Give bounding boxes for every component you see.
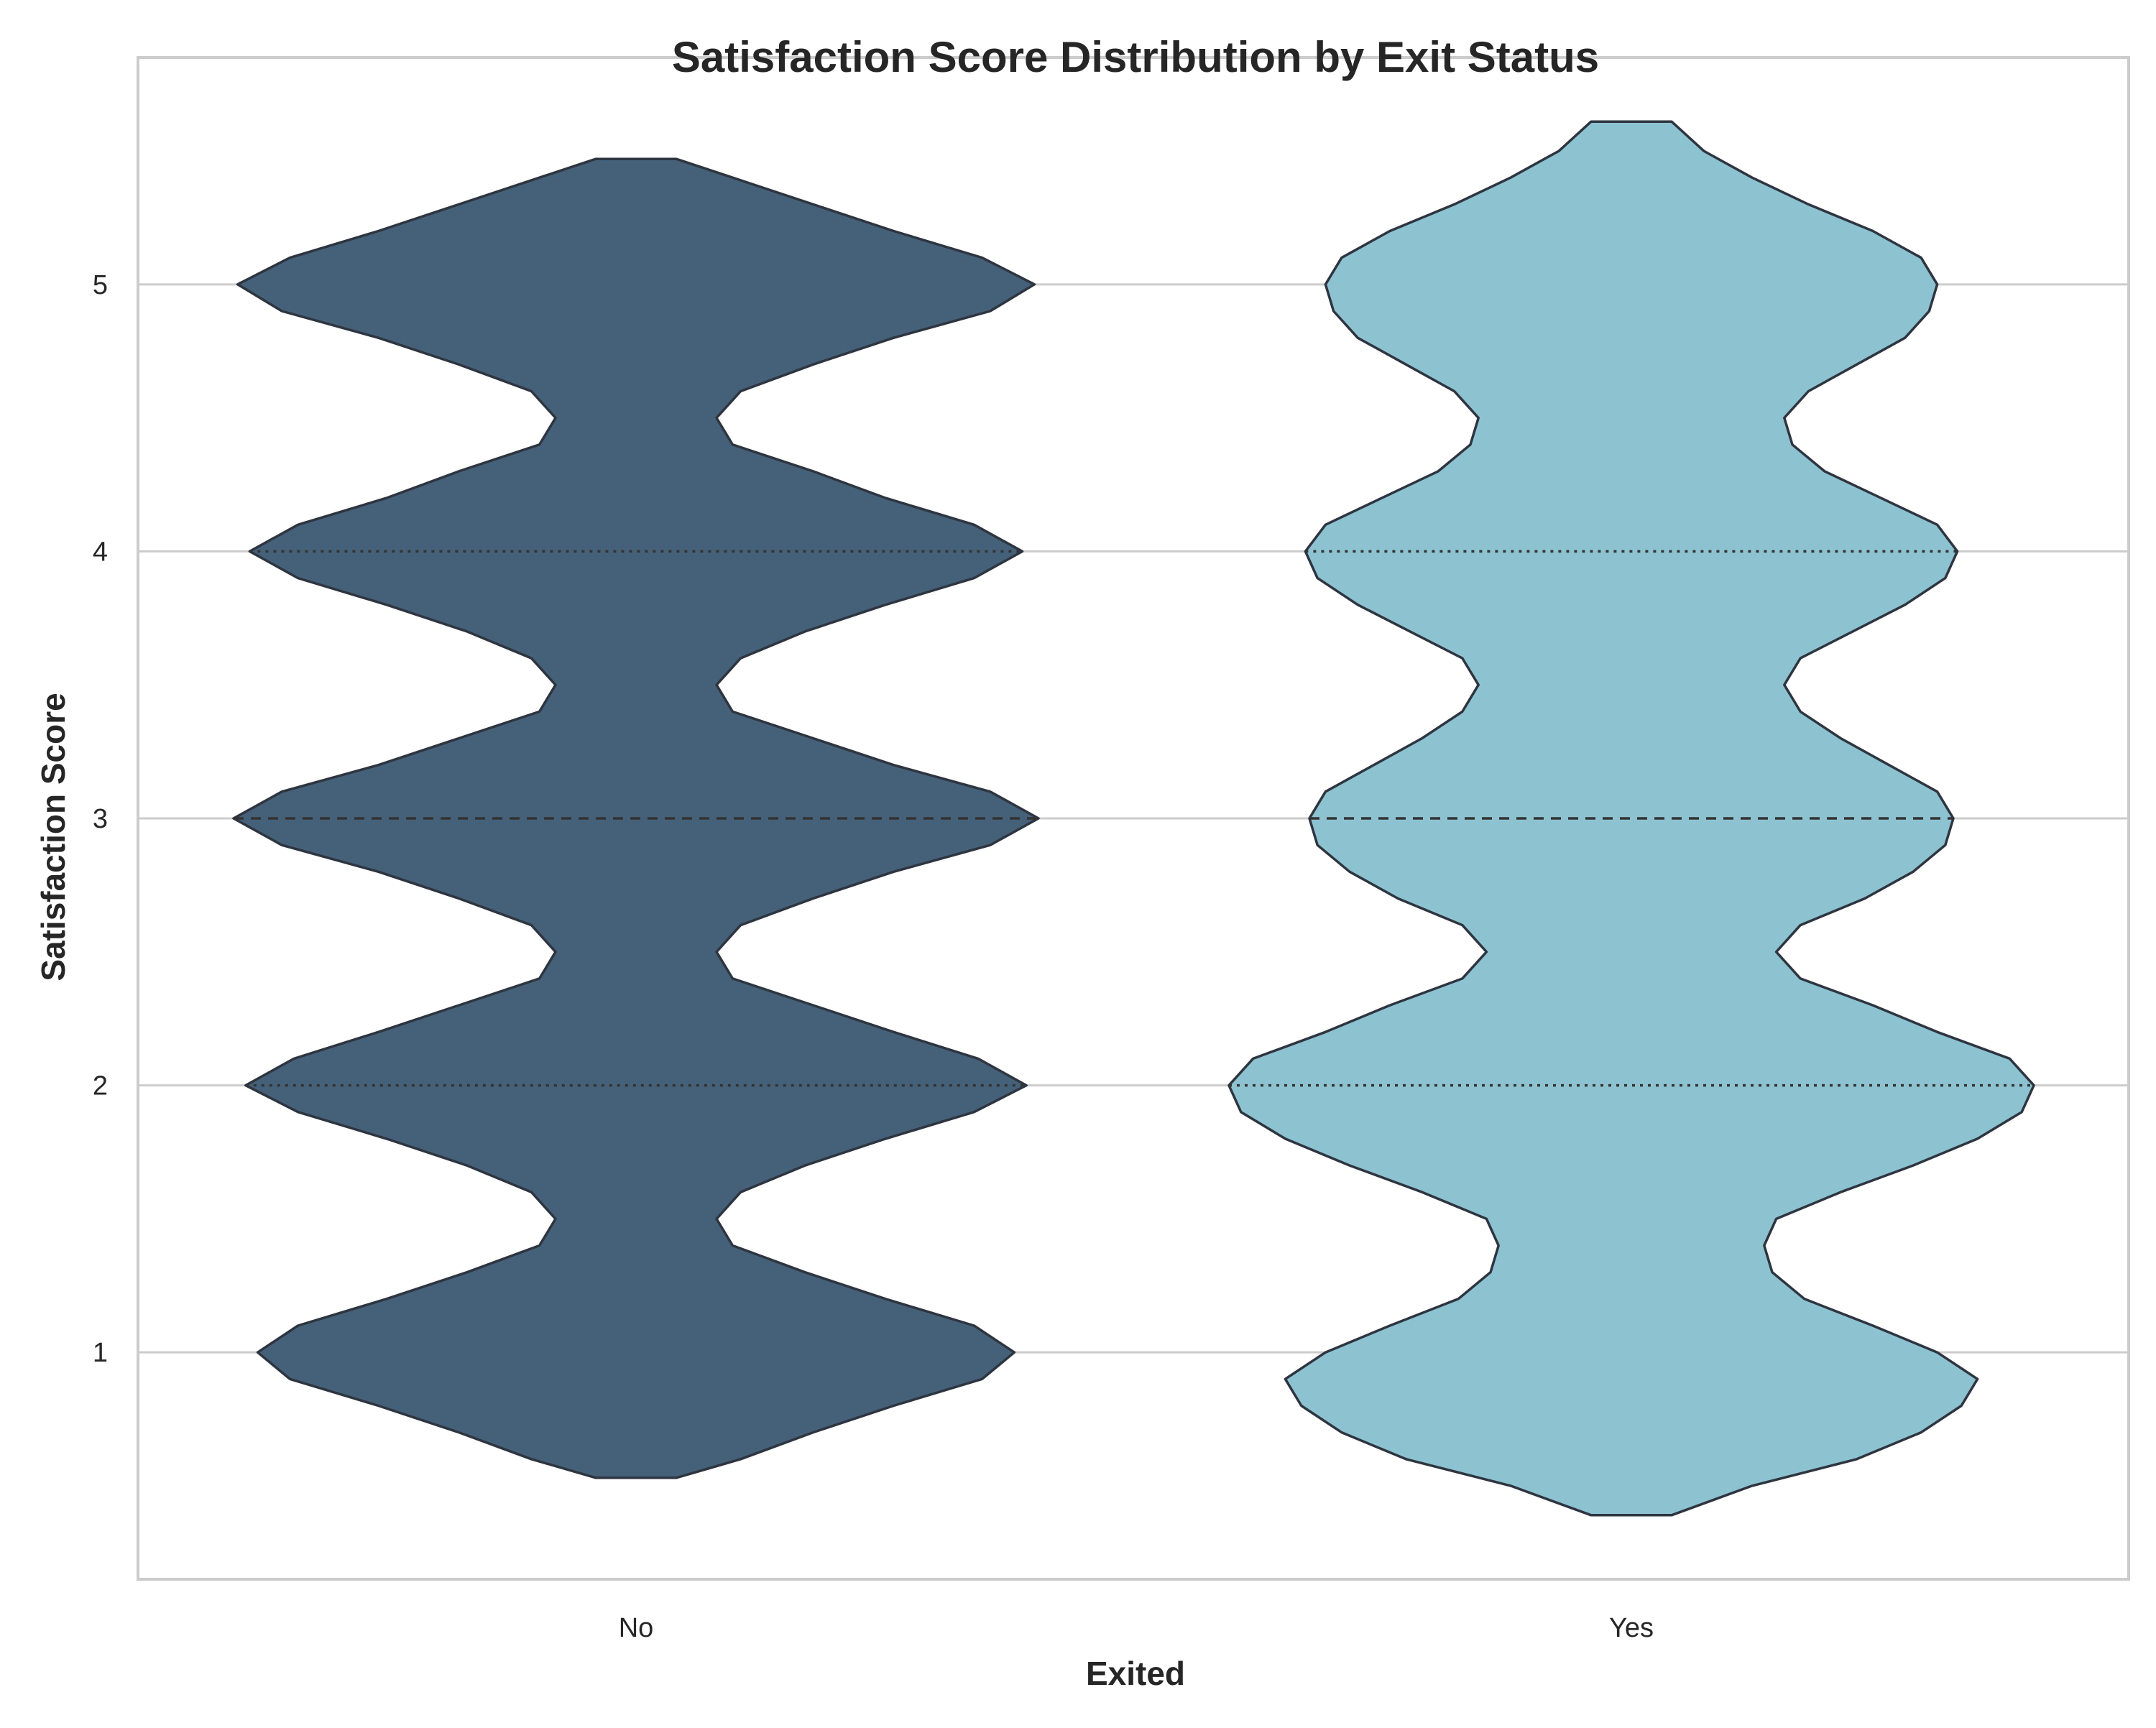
x-tick-label-no: No (619, 1613, 654, 1643)
x-tick-label-yes: Yes (1609, 1613, 1654, 1643)
y-tick-label-3: 3 (93, 804, 108, 834)
y-tick-label-1: 1 (93, 1338, 108, 1368)
plot-frame (137, 56, 2130, 1581)
y-tick-label-5: 5 (93, 270, 108, 300)
x-axis-label: Exited (1086, 1655, 1185, 1692)
tick-labels: 1 2 3 4 5 No Yes (93, 270, 1654, 1643)
y-axis-label: Satisfaction Score (34, 693, 72, 981)
violins (232, 120, 2035, 1517)
violin-yes (1227, 120, 2035, 1517)
chart-title: Satisfaction Score Distribution by Exit … (672, 33, 1599, 81)
y-tick-label-4: 4 (93, 537, 108, 567)
y-tick-label-2: 2 (93, 1071, 108, 1101)
